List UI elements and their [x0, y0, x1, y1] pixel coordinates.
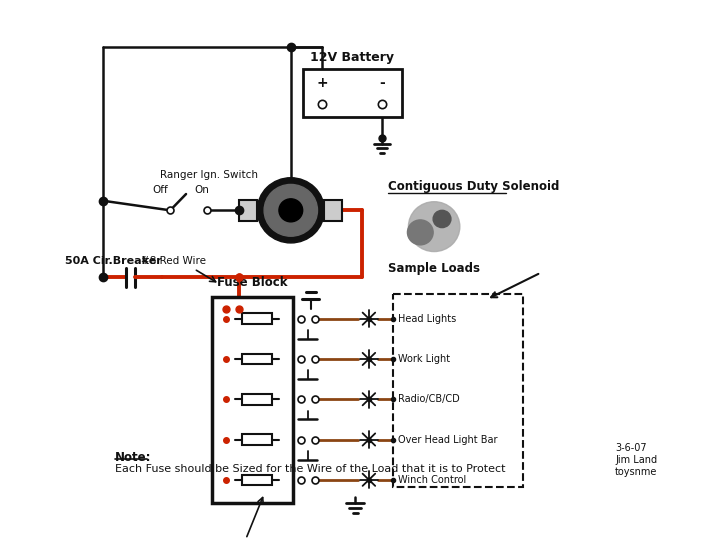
Text: Contiguous Duty Solenoid: Contiguous Duty Solenoid — [387, 180, 559, 193]
Text: Each Fuse should be Sized for the Wire of the Load that it is to Protect: Each Fuse should be Sized for the Wire o… — [115, 464, 505, 475]
Circle shape — [279, 199, 302, 222]
Text: Over Head Light Bar: Over Head Light Bar — [397, 435, 497, 444]
Text: Head Lights: Head Lights — [397, 314, 456, 323]
Text: Radio/CB/CD: Radio/CB/CD — [397, 394, 459, 404]
Bar — [325, 200, 342, 221]
FancyBboxPatch shape — [392, 294, 523, 488]
Bar — [240, 200, 257, 221]
FancyBboxPatch shape — [302, 69, 402, 117]
FancyBboxPatch shape — [243, 354, 272, 364]
Text: On: On — [194, 185, 209, 195]
FancyBboxPatch shape — [243, 394, 272, 404]
FancyBboxPatch shape — [243, 313, 272, 324]
Text: 3-6-07
Jim Land
toysnme: 3-6-07 Jim Land toysnme — [615, 443, 657, 476]
FancyBboxPatch shape — [212, 296, 293, 503]
Text: 12V Battery: 12V Battery — [310, 51, 394, 64]
Text: 50A Cir.Breaker: 50A Cir.Breaker — [66, 256, 162, 266]
FancyBboxPatch shape — [243, 434, 272, 445]
Text: +: + — [317, 76, 328, 90]
Circle shape — [433, 211, 451, 227]
Text: -: - — [379, 76, 384, 90]
Text: Note:: Note: — [115, 451, 151, 464]
Circle shape — [408, 202, 460, 252]
Text: Work Light: Work Light — [397, 354, 450, 364]
Circle shape — [408, 220, 433, 245]
FancyBboxPatch shape — [243, 475, 272, 485]
Text: Off: Off — [153, 185, 168, 195]
Text: Winch Control: Winch Control — [397, 475, 466, 485]
Text: Ranger Ign. Switch: Ranger Ign. Switch — [161, 170, 258, 180]
Text: #8 Red Wire: #8 Red Wire — [140, 256, 206, 266]
Text: Sample Loads: Sample Loads — [387, 261, 480, 274]
Text: Fuse Block: Fuse Block — [217, 276, 287, 289]
Circle shape — [257, 178, 325, 243]
Circle shape — [264, 185, 318, 236]
